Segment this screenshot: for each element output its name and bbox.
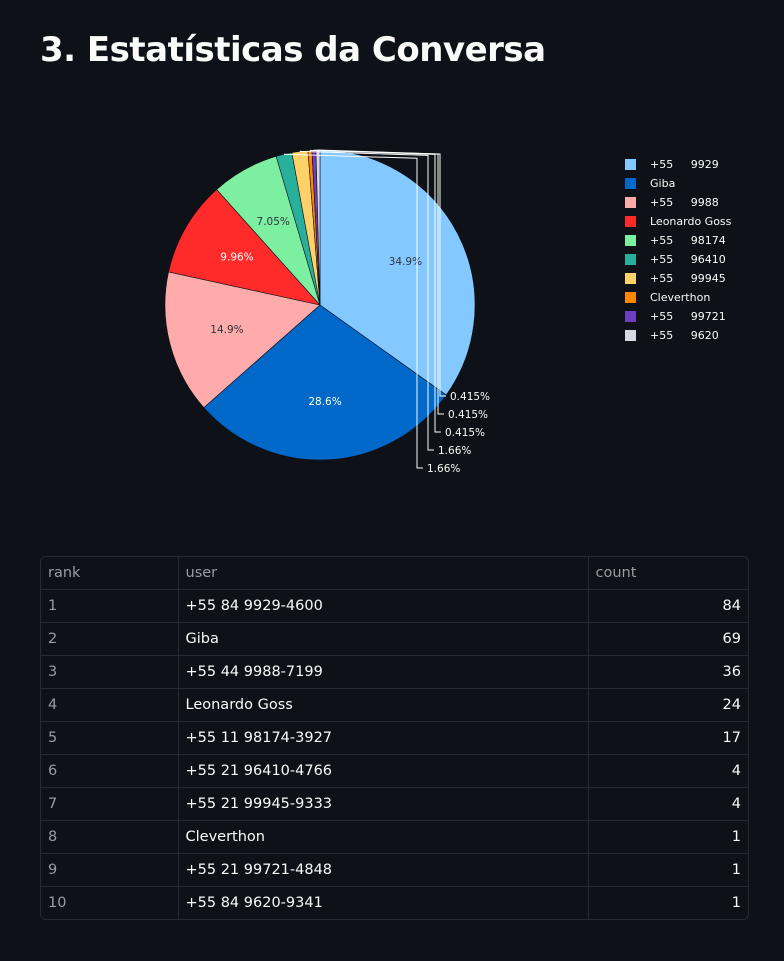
legend-item[interactable]: Leonardo Goss: [625, 215, 732, 228]
legend-item[interactable]: Cleverthon: [625, 291, 710, 304]
cell-count: 69: [588, 622, 748, 656]
cell-rank: 3: [41, 655, 179, 689]
legend-item[interactable]: +55 98174: [625, 234, 726, 247]
cell-count: 1: [588, 820, 748, 854]
legend-item[interactable]: +55 9988: [625, 196, 719, 209]
pie-slice[interactable]: [319, 149, 476, 396]
legend-item[interactable]: +55 96410: [625, 253, 726, 266]
cell-user: Giba: [178, 622, 589, 656]
table-row: 8 Cleverthon 1: [41, 820, 748, 854]
column-header-count[interactable]: count: [588, 557, 748, 590]
legend-label: +55 96410: [650, 253, 726, 266]
legend-swatch: [625, 254, 636, 265]
slice-percent-label: 28.6%: [308, 396, 341, 408]
pie-slices: [164, 149, 476, 461]
cell-rank: 9: [41, 853, 179, 887]
slice-leader-line: [283, 153, 423, 469]
slice-percent-label: 9.96%: [220, 252, 253, 264]
table-row: 4 Leonardo Goss 24: [41, 688, 748, 722]
legend-label: +55 98174: [650, 234, 726, 247]
cell-user: +55 84 9929-4600: [178, 589, 589, 623]
legend-item[interactable]: +55 9929: [625, 158, 719, 171]
legend-swatch: [625, 292, 636, 303]
cell-user: +55 21 96410-4766: [178, 754, 589, 788]
cell-count: 36: [588, 655, 748, 689]
cell-rank: 8: [41, 820, 179, 854]
cell-count: 4: [588, 754, 748, 788]
slice-percent-label: 34.9%: [389, 256, 422, 268]
legend-item[interactable]: Giba: [625, 177, 675, 190]
legend-label: +55 9988: [650, 196, 719, 209]
table-row: 7 +55 21 99945-9333 4: [41, 787, 748, 821]
legend-swatch: [625, 216, 636, 227]
legend-item[interactable]: +55 99721: [625, 310, 726, 323]
table-header-row: rank user count: [41, 557, 748, 590]
cell-rank: 2: [41, 622, 179, 656]
slice-percent-label: 0.415%: [448, 409, 488, 421]
pie-slice[interactable]: [203, 304, 447, 461]
page-title: 3. Estatísticas da Conversa: [40, 30, 546, 70]
legend-swatch: [625, 197, 636, 208]
pie-slice[interactable]: [168, 189, 321, 306]
table-row: 5 +55 11 98174-3927 17: [41, 721, 748, 755]
slice-percent-label: 7.05%: [257, 216, 290, 228]
legend-swatch: [625, 311, 636, 322]
legend-label: +55 9620: [650, 329, 719, 342]
table-row: 3 +55 44 9988-7199 36: [41, 655, 748, 689]
cell-user: Leonardo Goss: [178, 688, 589, 722]
data-table: rank user count 1 +55 84 9929-4600 84 2 Giba…: [40, 556, 749, 920]
legend-item[interactable]: +55 9620: [625, 329, 719, 342]
legend-label: +55 99945: [650, 272, 726, 285]
cell-rank: 1: [41, 589, 179, 623]
cell-count: 24: [588, 688, 748, 722]
cell-rank: 5: [41, 721, 179, 755]
slice-percent-label: 0.415%: [450, 391, 490, 403]
legend-label: +55 9929: [650, 158, 719, 171]
slice-percent-label: 14.9%: [210, 324, 243, 336]
legend-label: Leonardo Goss: [650, 215, 732, 228]
chart-legend: +55 9929 Giba +55 9988 Leonardo Goss +55 981…: [625, 158, 732, 342]
pie-chart: 34.9% 28.6% 14.9% 9.96% 7.05% 0.415% 0.415% 0.4…: [164, 149, 732, 475]
cell-rank: 6: [41, 754, 179, 788]
legend-swatch: [625, 178, 636, 189]
cell-rank: 4: [41, 688, 179, 722]
legend-item[interactable]: +55 99945: [625, 272, 726, 285]
legend-swatch: [625, 159, 636, 170]
pie-slice[interactable]: [164, 271, 321, 409]
cell-user: +55 11 98174-3927: [178, 721, 589, 755]
column-header-rank[interactable]: rank: [41, 557, 179, 590]
cell-count: 1: [731, 895, 741, 911]
table-row: 10 +55 84 9620-9341 1: [41, 886, 748, 919]
legend-swatch: [625, 273, 636, 284]
cell-user: +55 44 9988-7199: [178, 655, 589, 689]
slice-percent-label: 0.415%: [445, 427, 485, 439]
slice-leader-line: [299, 150, 434, 451]
table-row: 2 Giba 69: [41, 622, 748, 656]
cell-count: 84: [588, 589, 748, 623]
legend-label: Giba: [650, 177, 675, 190]
slice-percent-label: 1.66%: [438, 445, 471, 457]
slice-percent-label: 1.66%: [427, 463, 460, 475]
cell-count: 1: [588, 853, 748, 887]
cell-rank: 7: [41, 787, 179, 821]
legend-label: +55 99721: [650, 310, 726, 323]
legend-swatch: [625, 330, 636, 341]
table-row: 1 +55 84 9929-4600 84: [41, 589, 748, 623]
slice-leader-line: [309, 149, 441, 433]
cell-count: 17: [588, 721, 748, 755]
cell-user: +55 84 9620-9341: [178, 886, 589, 919]
cell-user: +55 21 99945-9333: [178, 787, 589, 821]
cell-user: +55 21 99721-4848: [178, 853, 589, 887]
legend-swatch: [625, 235, 636, 246]
table-row: 9 +55 21 99721-4848 1: [41, 853, 748, 887]
table-row: 6 +55 21 96410-4766 4: [41, 754, 748, 788]
cell-rank: 10: [41, 886, 179, 919]
cell-user: Cleverthon: [178, 820, 589, 854]
column-header-user[interactable]: user: [178, 557, 589, 590]
legend-label: Cleverthon: [650, 291, 710, 304]
pie-slice-labels: 34.9% 28.6% 14.9% 9.96% 7.05% 0.415% 0.415% 0.4…: [210, 149, 490, 475]
cell-count: 4: [588, 787, 748, 821]
